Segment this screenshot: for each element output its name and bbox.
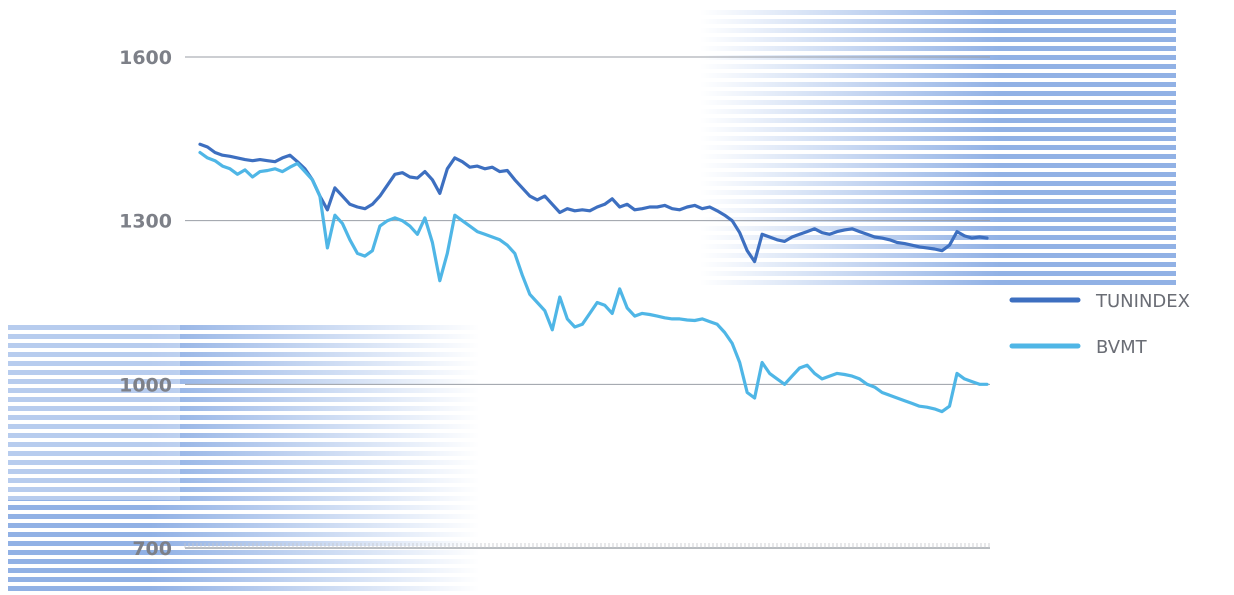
grid-lines — [184, 56, 990, 549]
legend-label-bvmt: BVMT — [1096, 337, 1148, 358]
stripe-soften — [0, 320, 180, 500]
series-line-bvmt — [198, 150, 989, 414]
y-tick-label: 1300 — [119, 211, 172, 233]
y-tick-label: 700 — [132, 538, 172, 560]
stripe-fade — [150, 320, 480, 595]
series-line-tunindex — [198, 142, 989, 264]
y-tick-label: 1600 — [119, 47, 172, 69]
y-axis-ticks: 700 1000 1300 1600 — [119, 47, 172, 560]
legend-label-tunindex: TUNINDEX — [1095, 291, 1190, 312]
decorative-stripes — [0, 5, 1176, 595]
y-tick-label: 1000 — [119, 374, 172, 396]
legend: TUNINDEX BVMT — [1009, 291, 1190, 358]
series-lines — [198, 142, 989, 414]
